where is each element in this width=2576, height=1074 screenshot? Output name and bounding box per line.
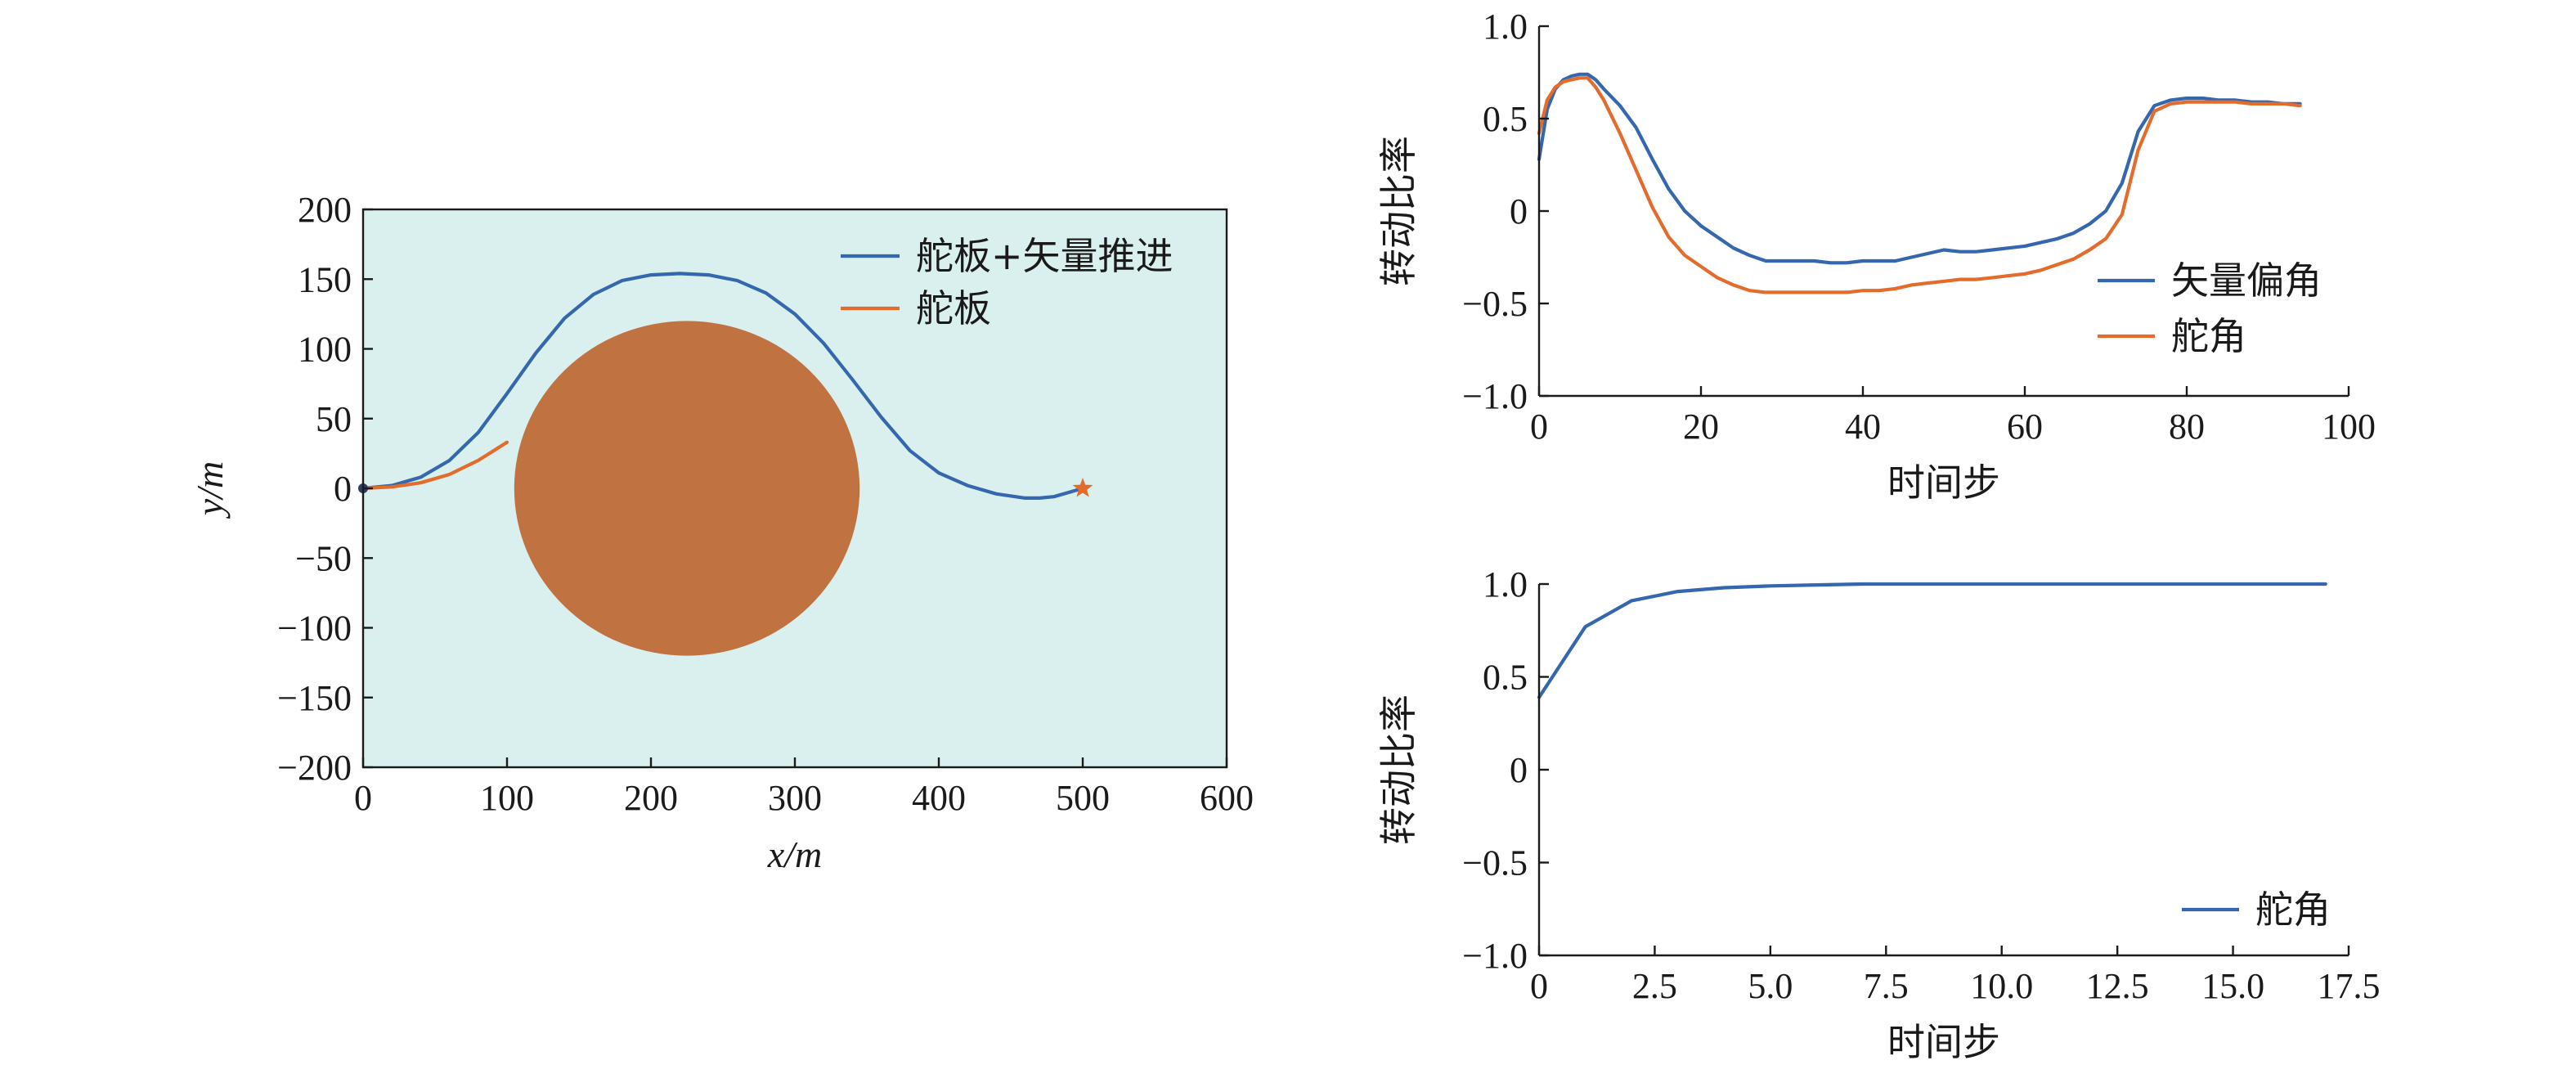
y-tick-label: −0.5 [1462,284,1528,324]
series-line-0 [1537,582,2327,699]
trajectory-chart: 0 100 200 300 400 500 600 −200 −150 −100 −50 0 50 100… [189,190,1254,875]
x-tick-label: 0 [354,778,372,818]
x-tick-label: 300 [768,778,822,818]
y-tick-label: −100 [277,609,352,649]
x-tick-label: 15.0 [2201,966,2264,1006]
series-line-1 [361,440,509,491]
y-tick-label: −1.0 [1462,376,1528,416]
x-tick-label: 80 [2169,407,2205,447]
legend-label-0: 舵角 [2255,888,2331,932]
y-axis-label: 转动比率 [1376,694,1420,845]
legend-label-1: 舵板 [916,286,991,330]
goal-star [1072,478,1093,497]
x-tick-label: 100 [480,778,534,818]
x-tick-label: 2.5 [1632,966,1677,1006]
x-tick-label: 0 [1530,407,1548,447]
x-tick-label: 200 [624,778,678,818]
y-tick-label: 150 [298,259,352,299]
x-tick-label: 20 [1683,407,1719,447]
x-tick-label: 400 [912,778,966,818]
x-tick-label: 60 [2007,407,2043,447]
legend-label-0: 矢量偏角 [2171,258,2322,303]
series-line-0 [1537,72,2302,265]
y-tick-label: 1.0 [1483,7,1528,47]
x-tick-label: 600 [1200,778,1254,818]
y-tick-label: −200 [277,748,352,788]
obstacle-circle [514,321,860,656]
legend-label-0: 舵板+矢量推进 [916,234,1174,278]
x-tick-label: 5.0 [1748,966,1793,1006]
y-tick-label: −50 [295,538,352,578]
y-tick-label: 0.5 [1483,658,1528,698]
y-tick-label: 50 [316,399,352,439]
x-axis-label: 时间步 [1887,461,2000,505]
x-tick-label: 12.5 [2086,966,2149,1006]
y-tick-label: 0.5 [1483,99,1528,139]
y-axis-label: y/m [189,461,231,519]
legend-label-1: 舵角 [2171,314,2246,358]
y-tick-label: −150 [277,678,352,718]
x-axis-label: x/m [767,834,822,875]
rotation-ratio-chart-top: 0 20 40 60 80 100 −1.0 −0.5 0 0.5 1.0 时间步 转动比率矢量偏角舵角 [1376,7,2376,505]
x-tick-label: 17.5 [2318,966,2381,1006]
y-tick-label: 1.0 [1483,564,1528,604]
x-tick-label: 100 [2322,407,2376,447]
rotation-ratio-chart-bottom: 0 2.5 5.0 7.5 10.0 12.5 15.0 17.5 −1.0 −0.5 0 0.5 1.… [1376,564,2381,1064]
series-line-1 [1537,76,2302,294]
y-tick-label: 0 [1510,750,1528,790]
y-tick-label: 0 [334,469,352,509]
x-tick-label: 0 [1530,966,1548,1006]
x-tick-label: 7.5 [1864,966,1909,1006]
y-tick-label: 200 [298,190,352,230]
x-axis-label: 时间步 [1887,1020,2000,1064]
x-tick-label: 40 [1845,407,1881,447]
series-line-0 [361,272,1085,500]
y-tick-label: −0.5 [1462,843,1528,883]
y-tick-label: −1.0 [1462,936,1528,976]
x-tick-label: 10.0 [1970,966,2033,1006]
y-axis-label: 转动比率 [1376,136,1420,286]
y-tick-label: 100 [298,330,352,370]
x-tick-label: 500 [1056,778,1110,818]
y-tick-label: 0 [1510,191,1528,231]
